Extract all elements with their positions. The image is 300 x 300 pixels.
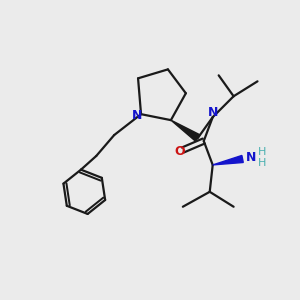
Text: N: N	[246, 151, 256, 164]
Polygon shape	[171, 120, 200, 141]
Polygon shape	[213, 155, 243, 165]
Text: O: O	[175, 145, 185, 158]
Text: N: N	[208, 106, 218, 119]
Text: N: N	[132, 109, 142, 122]
Text: H: H	[257, 147, 266, 158]
Text: H: H	[257, 158, 266, 168]
